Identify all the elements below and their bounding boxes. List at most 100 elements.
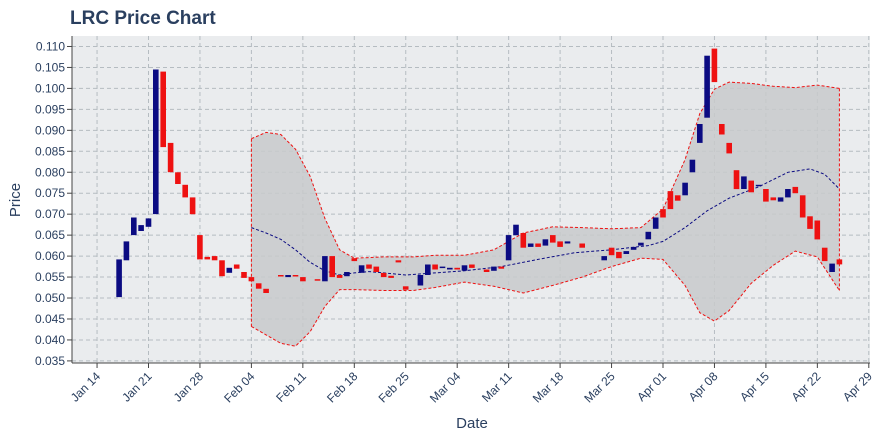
y-tick-label: 0.065 [35,228,65,242]
candle-down [160,71,166,148]
candle-down [733,170,740,190]
candle-up [741,176,747,189]
y-tick-label: 0.070 [35,207,65,221]
candle-up [153,69,159,215]
y-tick-label: 0.075 [35,186,65,200]
y-tick-label: 0.035 [35,354,65,368]
x-tick-label: Mar 04 [427,369,464,406]
x-tick-label: Apr 22 [789,369,824,404]
candle-down [182,184,188,198]
candle-up [623,251,630,254]
candle-down [300,277,306,282]
candle-up [322,256,328,282]
y-tick-label: 0.095 [35,102,65,116]
candle-down [432,264,438,270]
y-tick-label: 0.090 [35,123,65,137]
candle-up [417,275,424,286]
candle-down [770,197,777,201]
candle-up [513,224,519,236]
candle-down [167,142,174,173]
candle-down [557,241,563,247]
y-tick-label: 0.100 [35,81,65,95]
y-tick-label: 0.105 [35,60,65,74]
x-tick-label: Mar 25 [581,369,618,406]
y-tick-label: 0.050 [35,291,65,305]
candle-down [329,256,335,278]
candle-up [829,263,835,272]
candle-up [285,275,291,278]
candle-up [704,55,710,118]
candle-down [219,260,225,277]
candle-down [469,264,475,268]
candle-down [520,233,527,248]
x-tick-label: Mar 11 [479,369,515,405]
candle-down [667,191,674,210]
candle-down [674,195,681,201]
x-axis-title: Date [456,415,488,432]
candle-up [527,243,534,247]
candle-up [116,259,122,298]
candle-up [226,267,233,273]
candle-up [652,217,659,229]
candle-down [807,216,813,229]
x-tick-label: Jan 14 [68,369,104,405]
candle-down [616,251,622,259]
candle-up [630,246,637,250]
candle-down [660,209,666,218]
candle-down [395,260,402,263]
candle-down [380,272,387,278]
candle-down [799,195,806,218]
candle-down [175,172,181,184]
candle-up [461,265,468,271]
candle-up [638,242,644,246]
candle-down [711,48,718,83]
y-tick-label: 0.110 [36,39,65,53]
chart-title: LRC Price Chart [70,8,216,29]
candle-up [123,241,130,261]
candle-up [785,189,791,198]
y-tick-label: 0.045 [35,312,65,326]
y-tick-label: 0.080 [35,165,65,179]
candle-up [447,267,453,270]
plot-area: 0.035 0.040 0.045 0.050 0.055 0.060 0.065 0.070… [35,36,875,406]
candle-up [682,182,688,196]
candle-down [402,286,409,290]
candle-down [197,235,203,260]
band-fill [251,82,840,347]
candle-up [777,197,784,202]
candle-up [131,217,137,236]
candle-down [292,275,299,277]
candle-down [763,189,769,202]
candle-up [689,159,696,173]
candle-up [439,266,446,269]
x-tick-label: Apr 01 [634,369,669,404]
y-tick-label: 0.055 [35,270,65,284]
candle-up [601,256,607,261]
y-tick-label: 0.060 [35,249,65,263]
candle-down [263,288,269,293]
candle-down [814,220,821,240]
candle-down [351,258,358,262]
y-tick-label: 0.040 [35,333,65,347]
x-tick-label: Apr 08 [686,369,721,404]
x-tick-label: Jan 21 [119,369,155,405]
candle-up [344,272,350,277]
candle-up [491,266,497,271]
candle-down [255,283,262,289]
x-tick-label: Feb 25 [376,369,413,406]
candle-down [373,266,380,272]
candle-up [755,184,762,187]
band-lower-line [251,250,840,347]
candle-down [836,259,843,265]
candle-down [211,256,218,261]
y-axis-title: Price [7,183,24,217]
x-tick-label: Jan 28 [171,369,207,405]
candle-up [358,265,365,273]
candle-up [542,239,549,246]
candle-up [697,124,703,143]
x-tick-label: Feb 04 [221,369,258,406]
band-upper-line [251,81,840,259]
y-tick-label: 0.085 [35,144,65,158]
x-tick-label: Apr 15 [737,369,772,404]
